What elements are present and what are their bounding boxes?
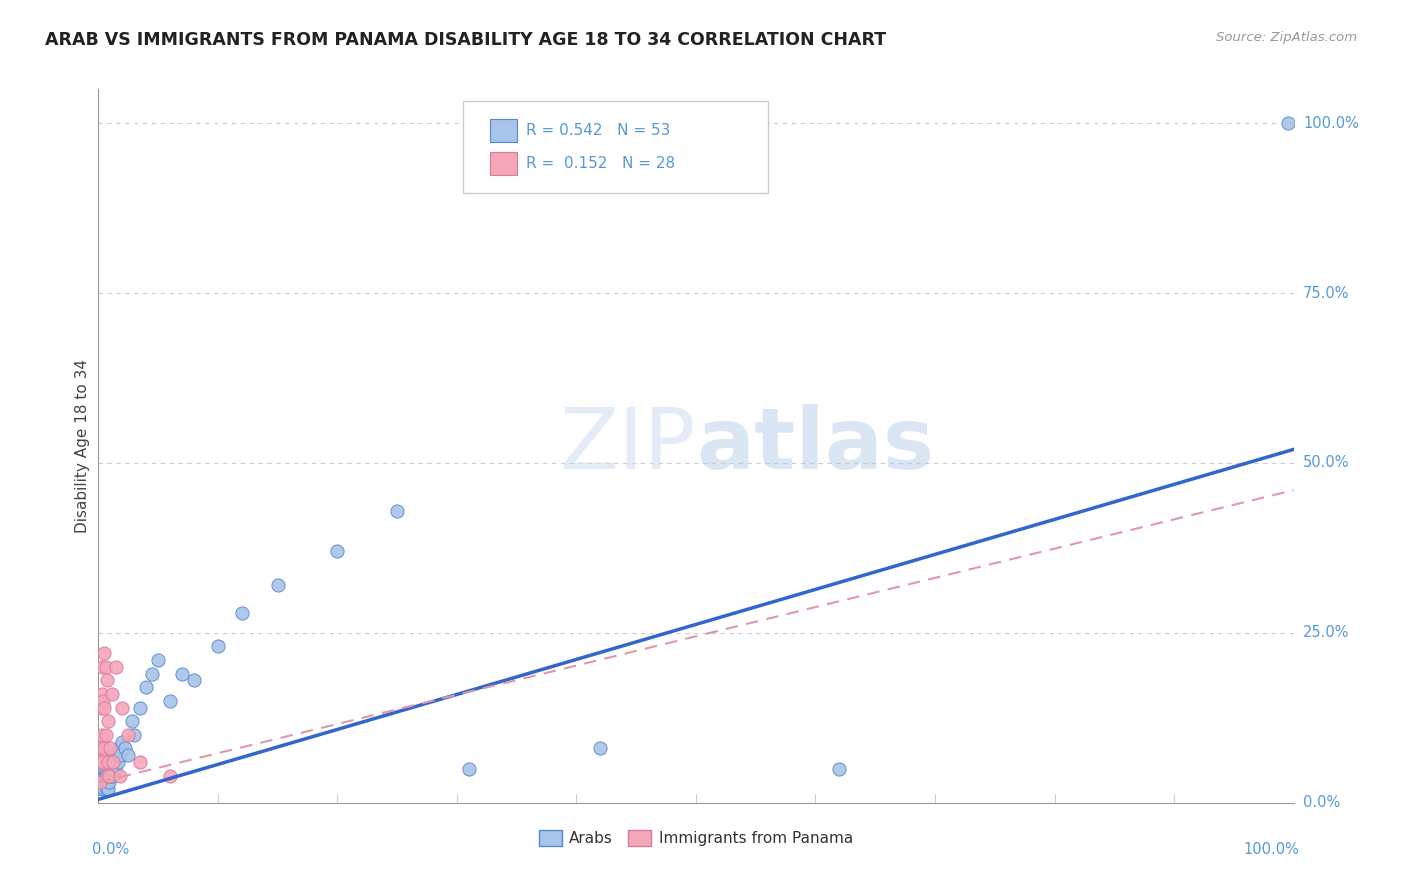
Point: [100, 762, 122, 776]
Text: 0.0%: 0.0%: [93, 842, 129, 857]
Point: [1277, 116, 1299, 130]
Point: [267, 578, 290, 592]
Point: [91, 762, 114, 776]
Point: [97, 714, 120, 729]
Point: [91, 775, 114, 789]
Point: [172, 666, 194, 681]
Point: [97, 775, 120, 789]
Point: [96, 755, 118, 769]
FancyBboxPatch shape: [491, 120, 517, 142]
Point: [93, 782, 115, 797]
Point: [91, 687, 114, 701]
Text: 75.0%: 75.0%: [1303, 285, 1350, 301]
Text: Source: ZipAtlas.com: Source: ZipAtlas.com: [1216, 31, 1357, 45]
Point: [96, 769, 118, 783]
Point: [103, 755, 125, 769]
Point: [111, 734, 134, 748]
Point: [129, 755, 152, 769]
Text: 100.0%: 100.0%: [1303, 116, 1360, 131]
Point: [94, 728, 117, 742]
Point: [91, 775, 114, 789]
Point: [107, 755, 129, 769]
Point: [207, 640, 229, 654]
Point: [98, 755, 122, 769]
Point: [91, 769, 114, 783]
Point: [90, 769, 112, 783]
Point: [91, 660, 114, 674]
Point: [97, 762, 120, 776]
Text: 25.0%: 25.0%: [1303, 625, 1350, 640]
FancyBboxPatch shape: [463, 102, 768, 193]
Point: [231, 606, 253, 620]
Point: [108, 748, 131, 763]
Point: [96, 769, 118, 783]
Point: [98, 775, 121, 789]
Text: 50.0%: 50.0%: [1303, 456, 1350, 470]
Point: [101, 755, 124, 769]
Point: [117, 728, 139, 742]
Point: [98, 741, 122, 756]
Point: [93, 769, 115, 783]
Point: [121, 714, 143, 729]
Point: [458, 762, 481, 776]
Point: [89, 775, 111, 789]
Point: [97, 755, 120, 769]
Point: [89, 755, 111, 769]
Point: [385, 503, 409, 517]
Text: ZIP: ZIP: [560, 404, 696, 488]
Text: R = 0.542   N = 53: R = 0.542 N = 53: [526, 123, 671, 138]
Text: 100.0%: 100.0%: [1244, 842, 1299, 857]
Point: [91, 755, 114, 769]
Point: [107, 741, 129, 756]
Point: [98, 762, 121, 776]
Point: [93, 700, 115, 714]
Point: [117, 748, 139, 763]
Point: [105, 660, 128, 674]
Point: [105, 748, 128, 763]
Point: [94, 775, 117, 789]
Point: [89, 775, 111, 789]
Point: [98, 769, 121, 783]
Point: [96, 673, 118, 688]
Point: [100, 687, 122, 701]
Point: [589, 741, 612, 756]
Point: [114, 741, 136, 756]
Point: [183, 673, 205, 688]
Point: [91, 728, 114, 742]
Point: [111, 700, 134, 714]
Point: [93, 646, 115, 660]
Point: [90, 741, 112, 756]
Point: [93, 741, 115, 756]
Point: [104, 762, 127, 776]
Point: [135, 680, 157, 694]
Text: R =  0.152   N = 28: R = 0.152 N = 28: [526, 156, 675, 171]
Legend: Arabs, Immigrants from Panama: Arabs, Immigrants from Panama: [533, 824, 859, 852]
Point: [159, 769, 181, 783]
Point: [326, 544, 349, 558]
Point: [94, 660, 117, 674]
Point: [148, 653, 170, 667]
Point: [94, 769, 117, 783]
Point: [159, 694, 181, 708]
Point: [91, 782, 114, 797]
Y-axis label: Disability Age 18 to 34: Disability Age 18 to 34: [75, 359, 90, 533]
Text: atlas: atlas: [696, 404, 934, 488]
Point: [108, 769, 131, 783]
Point: [96, 782, 118, 797]
Point: [97, 782, 120, 797]
Text: ARAB VS IMMIGRANTS FROM PANAMA DISABILITY AGE 18 TO 34 CORRELATION CHART: ARAB VS IMMIGRANTS FROM PANAMA DISABILIT…: [45, 31, 886, 49]
Point: [90, 700, 112, 714]
Text: 0.0%: 0.0%: [1303, 796, 1340, 810]
Point: [141, 666, 163, 681]
Point: [129, 700, 152, 714]
Point: [93, 762, 115, 776]
Point: [94, 762, 117, 776]
Point: [101, 769, 124, 783]
FancyBboxPatch shape: [491, 152, 517, 175]
Point: [90, 775, 112, 789]
Point: [828, 762, 851, 776]
Point: [124, 728, 146, 742]
Point: [91, 694, 114, 708]
Point: [98, 769, 122, 783]
